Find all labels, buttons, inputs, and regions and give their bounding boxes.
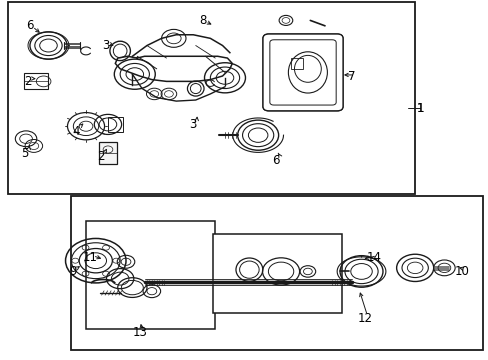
Text: 3: 3 bbox=[189, 118, 197, 131]
Bar bbox=[86, 221, 215, 329]
Bar bbox=[8, 3, 414, 194]
Text: 10: 10 bbox=[454, 265, 468, 278]
Text: 1: 1 bbox=[415, 102, 423, 115]
Text: 12: 12 bbox=[357, 311, 372, 325]
Bar bbox=[71, 196, 483, 350]
Text: 3: 3 bbox=[102, 39, 109, 52]
FancyBboxPatch shape bbox=[263, 34, 342, 111]
Text: 13: 13 bbox=[132, 326, 147, 339]
Text: 6: 6 bbox=[26, 19, 34, 32]
Text: 1: 1 bbox=[415, 102, 423, 115]
Bar bbox=[24, 73, 48, 89]
Text: 7: 7 bbox=[347, 69, 355, 82]
Bar bbox=[290, 58, 303, 69]
Text: 11: 11 bbox=[82, 251, 97, 264]
Text: 9: 9 bbox=[69, 265, 77, 278]
Text: 2: 2 bbox=[24, 75, 31, 88]
FancyBboxPatch shape bbox=[269, 40, 335, 105]
Bar bbox=[212, 234, 341, 313]
Text: 6: 6 bbox=[272, 154, 279, 167]
Text: 14: 14 bbox=[366, 251, 381, 264]
Bar bbox=[99, 142, 117, 164]
Text: 8: 8 bbox=[199, 14, 206, 27]
Bar bbox=[108, 117, 122, 132]
Text: 5: 5 bbox=[21, 147, 29, 159]
FancyBboxPatch shape bbox=[263, 34, 342, 111]
Text: 4: 4 bbox=[72, 125, 80, 138]
Text: 2: 2 bbox=[97, 150, 104, 163]
